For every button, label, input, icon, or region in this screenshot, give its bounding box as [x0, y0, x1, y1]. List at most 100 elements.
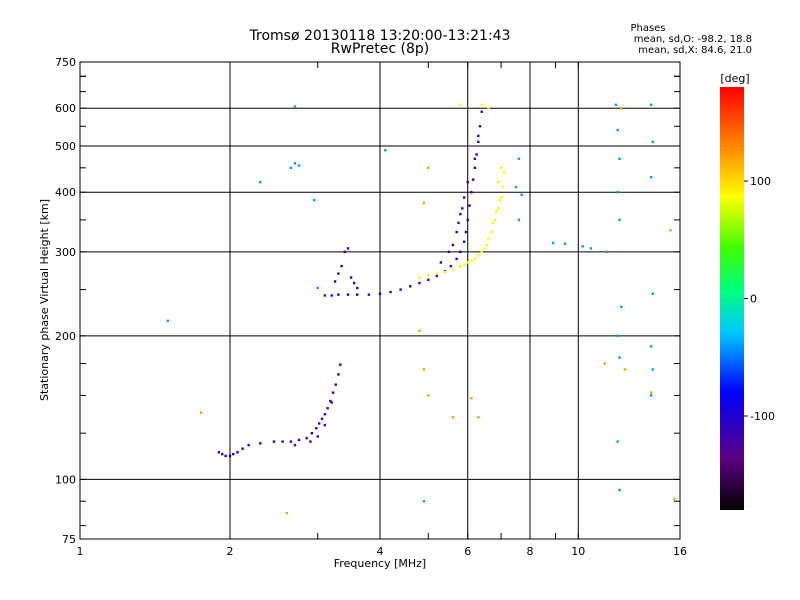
data-point: [418, 329, 421, 332]
colorbar-tick-label: -100: [750, 410, 775, 423]
data-point: [409, 285, 412, 288]
colorbar: [720, 87, 744, 510]
data-point: [281, 440, 284, 443]
data-point: [473, 157, 477, 161]
data-point: [477, 140, 480, 144]
data-point: [331, 391, 335, 394]
data-point: [323, 294, 327, 297]
data-point: [520, 193, 523, 197]
data-point: [221, 452, 224, 456]
data-point: [475, 153, 478, 156]
data-point: [461, 207, 464, 210]
data-point: [589, 247, 593, 250]
data-point: [480, 250, 483, 254]
chart-subtitle: RwPretec (8p): [331, 41, 429, 57]
data-point: [459, 212, 462, 216]
data-point: [498, 198, 501, 202]
y-tick-label: 400: [55, 186, 76, 199]
data-point: [623, 368, 627, 371]
data-point: [480, 110, 483, 113]
data-point: [499, 166, 503, 170]
data-point: [451, 268, 455, 272]
data-point: [499, 196, 503, 199]
data-point: [228, 454, 232, 458]
y-axis-label: Stationary phase Virtual Height [km]: [38, 199, 51, 401]
data-point: [470, 191, 473, 194]
data-point: [620, 305, 623, 309]
data-point: [435, 274, 438, 278]
colorbar-tick-label: 100: [750, 175, 771, 188]
data-point: [333, 280, 337, 283]
data-point: [451, 416, 455, 419]
data-point: [496, 180, 500, 184]
data-point: [620, 107, 623, 110]
data-point: [337, 272, 340, 275]
data-point: [349, 276, 353, 279]
x-tick-label: 16: [673, 545, 687, 558]
data-point: [337, 373, 340, 376]
data-point: [305, 437, 308, 440]
data-point: [485, 243, 488, 247]
data-point: [455, 257, 458, 261]
data-point: [312, 198, 316, 202]
data-point: [289, 440, 293, 443]
data-point: [355, 286, 359, 290]
data-point: [468, 204, 471, 207]
x-tick-label: 4: [377, 545, 384, 558]
data-point: [340, 264, 343, 268]
data-point: [616, 128, 619, 132]
data-point: [389, 290, 392, 294]
data-point: [551, 241, 555, 245]
data-point: [466, 218, 469, 222]
grid: [80, 62, 680, 539]
data-point: [418, 281, 421, 285]
data-point: [293, 162, 297, 165]
x-tick-label: 2: [227, 545, 234, 558]
data-point: [259, 180, 262, 184]
data-point: [492, 221, 495, 225]
y-tick-label: 600: [55, 102, 76, 115]
x-tick-label: 1: [77, 545, 84, 558]
data-point: [293, 105, 297, 108]
data-point: [517, 157, 521, 161]
data-points: [166, 103, 676, 515]
y-tick-label: 750: [55, 56, 76, 69]
data-point: [343, 250, 347, 254]
data-point: [435, 272, 438, 275]
data-point: [297, 164, 301, 167]
data-point: [355, 293, 359, 296]
data-point: [462, 196, 466, 199]
data-point: [673, 497, 676, 501]
data-point: [618, 157, 621, 161]
data-point: [493, 218, 497, 222]
data-point: [490, 230, 493, 234]
data-point: [334, 383, 337, 386]
data-point: [462, 263, 466, 266]
legend-line-o: mean, sd,O: -98.2, 18.8: [634, 34, 752, 45]
data-point: [316, 435, 319, 438]
data-point: [466, 180, 469, 184]
data-point: [464, 230, 468, 234]
data-point: [477, 254, 480, 257]
data-point: [427, 394, 430, 397]
data-point: [443, 270, 447, 274]
data-point: [236, 451, 239, 454]
data-point: [649, 391, 653, 394]
data-point: [618, 356, 621, 359]
data-point: [289, 166, 293, 170]
data-point: [603, 362, 606, 365]
data-point: [241, 447, 244, 450]
data-point: [418, 276, 421, 279]
data-point: [217, 451, 221, 454]
data-point: [384, 148, 387, 152]
data-point: [330, 294, 333, 297]
data-point: [399, 288, 402, 291]
data-point: [669, 228, 672, 232]
data-point: [316, 286, 319, 290]
y-tick-label: 100: [55, 473, 76, 486]
data-point: [427, 278, 430, 282]
data-point: [514, 185, 518, 189]
colorbar-tick-label: 0: [750, 293, 757, 306]
data-point: [346, 247, 350, 250]
